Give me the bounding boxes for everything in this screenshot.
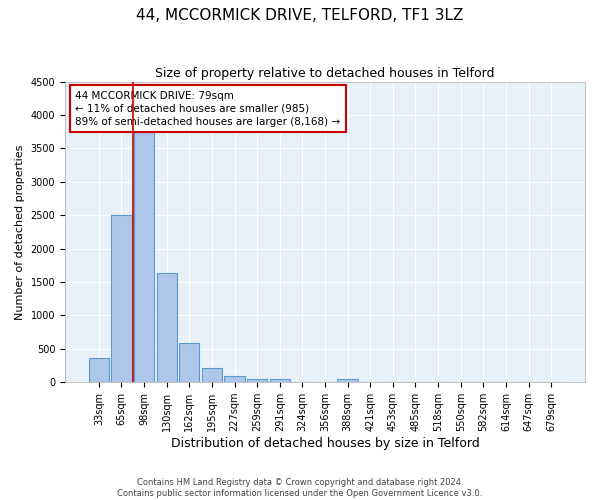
Bar: [269, 379, 290, 382]
Bar: [134, 132, 154, 382]
Text: 44, MCCORMICK DRIVE, TELFORD, TF1 3LZ: 44, MCCORMICK DRIVE, TELFORD, TF1 3LZ: [136, 8, 464, 22]
Bar: [157, 272, 177, 382]
Bar: [224, 376, 245, 382]
Bar: [89, 358, 109, 382]
Bar: [202, 368, 222, 382]
Bar: [111, 215, 131, 382]
Bar: [247, 378, 268, 382]
Text: 44 MCCORMICK DRIVE: 79sqm
← 11% of detached houses are smaller (985)
89% of semi: 44 MCCORMICK DRIVE: 79sqm ← 11% of detac…: [76, 90, 341, 127]
Title: Size of property relative to detached houses in Telford: Size of property relative to detached ho…: [155, 68, 495, 80]
X-axis label: Distribution of detached houses by size in Telford: Distribution of detached houses by size …: [170, 437, 479, 450]
Bar: [179, 343, 199, 382]
Y-axis label: Number of detached properties: Number of detached properties: [15, 144, 25, 320]
Text: Contains HM Land Registry data © Crown copyright and database right 2024.
Contai: Contains HM Land Registry data © Crown c…: [118, 478, 482, 498]
Bar: [337, 378, 358, 382]
